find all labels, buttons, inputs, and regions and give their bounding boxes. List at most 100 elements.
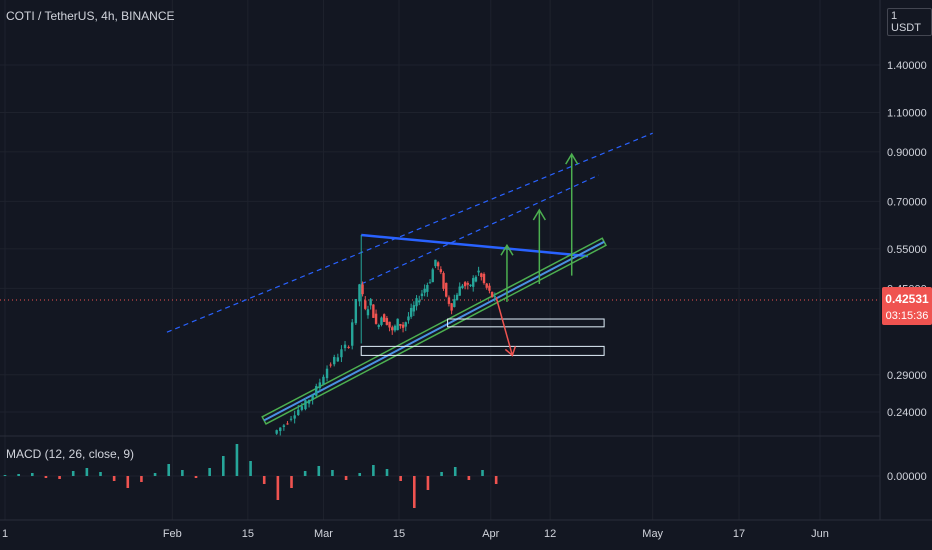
macd-zero-label: 0.00000 — [887, 471, 927, 483]
candle-body — [455, 294, 459, 301]
macd-bar — [290, 476, 293, 488]
resistance-trendline — [361, 233, 589, 258]
candle-body — [447, 297, 451, 304]
candle-body — [466, 283, 470, 285]
price-tick-label: 0.55000 — [887, 244, 927, 256]
support-channel — [261, 237, 607, 425]
time-tick-label: Apr — [482, 528, 499, 540]
candle-body — [461, 285, 464, 289]
candle-body — [388, 321, 391, 328]
candle-body — [354, 299, 358, 324]
candle-body — [307, 400, 311, 404]
candle-body — [279, 427, 282, 432]
macd-bar — [385, 469, 389, 476]
candle-body — [364, 300, 367, 309]
candle-body — [325, 368, 329, 379]
macd-bar — [112, 476, 116, 481]
candle-body — [420, 293, 424, 297]
candle-body — [480, 273, 483, 277]
candle-body — [289, 418, 293, 420]
price-tick-label: 0.29000 — [887, 370, 927, 382]
candle-body — [418, 300, 421, 303]
macd-bar — [235, 444, 239, 476]
macd-bar — [126, 476, 130, 488]
time-tick-label: Feb — [163, 528, 182, 540]
candle-body — [442, 273, 445, 289]
candle-body — [412, 305, 416, 312]
candle-body — [404, 322, 407, 327]
price-tick-label: 0.24000 — [887, 407, 927, 419]
candle-body — [329, 364, 332, 366]
candle-body — [382, 314, 386, 322]
candle-body — [450, 303, 453, 311]
support-zone-box — [360, 345, 605, 356]
candle-body — [458, 286, 461, 296]
macd-bar — [44, 476, 48, 478]
symbol-title[interactable]: COTI / TetherUS, 4h, BINANCE — [6, 9, 175, 23]
support-trendline — [263, 240, 605, 422]
macd-bar — [440, 472, 443, 476]
time-tick-label: 17 — [733, 528, 745, 540]
candle-body — [340, 349, 343, 358]
dashed-trendline — [360, 174, 599, 285]
macd-bar — [331, 470, 334, 476]
candle-body — [393, 325, 397, 331]
candle-body — [445, 282, 448, 297]
price-tick-label: 1.10000 — [887, 107, 927, 119]
macd-indicator-label[interactable]: MACD (12, 26, close, 9) — [6, 447, 135, 461]
candle-body — [396, 318, 399, 331]
macd-bar — [181, 470, 184, 476]
macd-bar — [99, 472, 102, 476]
macd-bar — [208, 468, 211, 476]
drawings[interactable] — [166, 132, 653, 425]
macd-bar — [412, 476, 416, 508]
candle-body — [423, 288, 426, 293]
candle-body — [434, 259, 437, 267]
macd-bar — [453, 467, 457, 476]
candle-body — [315, 386, 318, 396]
candle-body — [469, 284, 472, 286]
currency-badge[interactable]: 1 USDT — [887, 8, 932, 36]
candle-body — [336, 357, 340, 362]
target-arrow-head — [500, 243, 514, 256]
candle-body — [409, 307, 413, 317]
last-price-value: 0.42531 — [885, 292, 929, 306]
candle-body — [482, 273, 486, 284]
macd-bar — [167, 464, 171, 476]
macd-bar — [481, 470, 484, 476]
price-series — [275, 259, 497, 436]
macd-bar — [372, 465, 375, 476]
candle-body — [300, 406, 304, 410]
macd-bar — [262, 476, 266, 484]
time-tick-label: Mar — [314, 528, 333, 540]
time-tick-label: Jun — [811, 528, 829, 540]
macd-bar — [85, 468, 89, 476]
candle-body — [415, 298, 418, 307]
macd-bar — [467, 476, 471, 480]
macd-bar — [17, 474, 20, 476]
candle-body — [453, 299, 456, 307]
macd-bar — [221, 456, 225, 476]
candle-body — [293, 415, 296, 419]
candle-body — [311, 394, 314, 400]
candle-body — [391, 327, 394, 331]
candle-body — [372, 304, 375, 318]
candle-body — [488, 285, 491, 291]
candle-body — [347, 346, 350, 348]
candle-body — [322, 376, 325, 385]
macd-bar — [303, 471, 307, 476]
time-axis[interactable]: 1 Feb 15 Mar 15 Apr 12 May 17 Jun — [2, 528, 829, 540]
price-tick-label: 0.70000 — [887, 196, 927, 208]
candle-body — [490, 291, 494, 298]
candle-body — [463, 282, 467, 287]
candle-body — [304, 400, 307, 410]
candle-body — [472, 278, 475, 287]
dashed-trendline — [166, 132, 653, 333]
macd-bar — [249, 461, 252, 476]
price-axis[interactable]: 1.400001.100000.900000.700000.550000.450… — [887, 60, 927, 419]
macd-bar — [426, 476, 430, 490]
macd-bar — [399, 476, 402, 481]
macd-bar — [276, 476, 280, 500]
support-zone-box — [447, 318, 605, 328]
